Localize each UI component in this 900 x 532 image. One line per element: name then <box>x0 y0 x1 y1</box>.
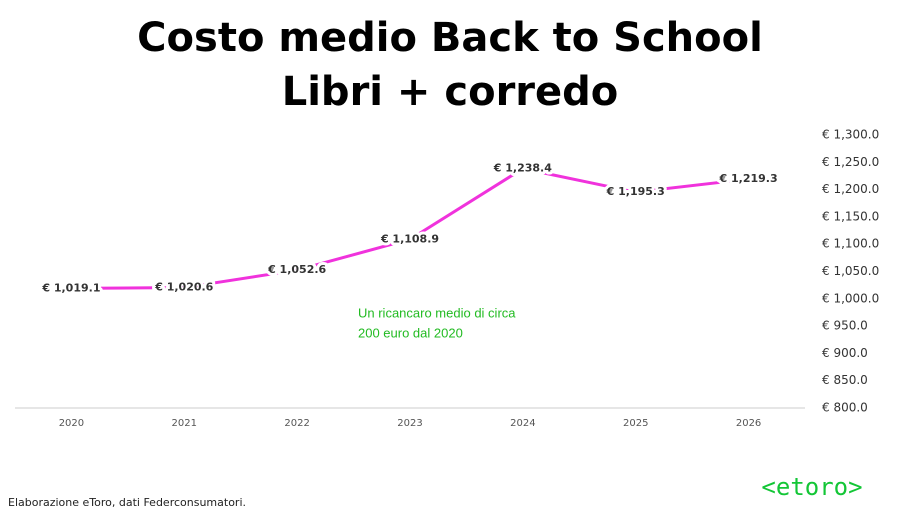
chart-title: Costo medio Back to School <box>137 15 763 61</box>
y-tick-label: € 1,150.0 <box>822 209 879 223</box>
logo: <etoro> <box>761 473 862 501</box>
y-tick-label: € 1,200.0 <box>822 182 879 196</box>
y-tick-label: € 950.0 <box>822 319 868 333</box>
x-tick-label: 2026 <box>736 418 761 429</box>
line <box>71 167 749 290</box>
y-tick-label: € 1,050.0 <box>822 264 879 278</box>
annotation: Un ricancaro medio di circa <box>358 305 516 320</box>
value-label: € 1,238.4 <box>493 162 552 175</box>
value-label: € 1,019.1 <box>41 281 100 294</box>
chart-subtitle: Libri + corredo <box>282 69 619 115</box>
value-label: € 1,052.6 <box>267 263 326 276</box>
x-tick-label: 2025 <box>623 418 648 429</box>
y-tick-label: € 850.0 <box>822 373 868 387</box>
y-tick-label: € 1,000.0 <box>822 291 879 305</box>
annotation: 200 euro dal 2020 <box>358 325 463 340</box>
value-label: € 1,108.9 <box>380 232 439 245</box>
x-tick-label: 2023 <box>397 418 422 429</box>
value-label: € 1,020.6 <box>154 281 213 294</box>
y-tick-label: € 800.0 <box>822 401 868 415</box>
x-tick-label: 2021 <box>172 418 197 429</box>
y-tick-label: € 900.0 <box>822 346 868 360</box>
x-tick-label: 2022 <box>284 418 309 429</box>
y-tick-label: € 1,250.0 <box>822 155 879 169</box>
x-tick-label: 2024 <box>510 418 535 429</box>
value-label: € 1,219.3 <box>719 172 778 185</box>
y-tick-label: € 1,100.0 <box>822 237 879 251</box>
value-label: € 1,195.3 <box>606 185 665 198</box>
footer-note: Elaborazione eToro, dati Federconsumator… <box>8 496 246 509</box>
x-tick-label: 2020 <box>59 418 84 429</box>
y-tick-label: € 1,300.0 <box>822 128 879 142</box>
